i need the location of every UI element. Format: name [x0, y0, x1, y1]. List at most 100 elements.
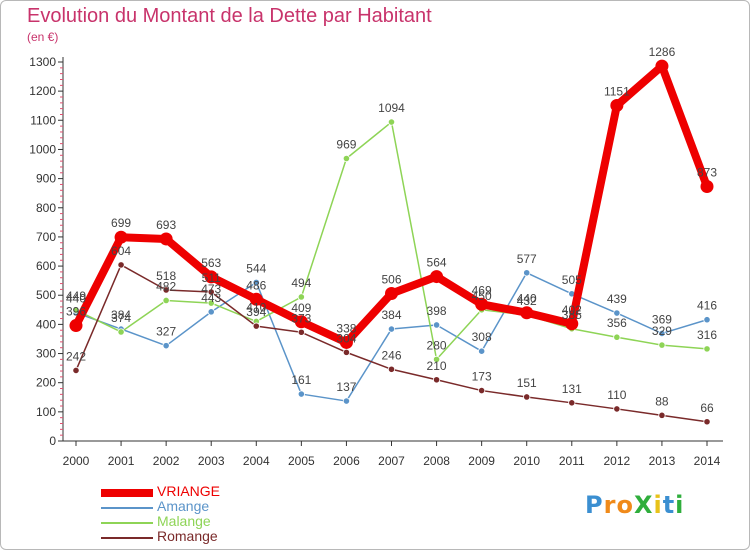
- y-tick-label: 400: [36, 317, 56, 331]
- data-point-malange: [207, 299, 215, 307]
- data-label-romange: 173: [472, 370, 492, 384]
- legend-swatch-romange: [101, 537, 153, 539]
- data-label-romange: 131: [562, 382, 582, 396]
- data-point-malange: [162, 296, 170, 305]
- data-label-vriange: 1286: [649, 45, 676, 59]
- data-label-malange: 450: [472, 289, 492, 303]
- data-label-amange: 369: [652, 312, 672, 326]
- chart-title: Evolution du Montant de la Dette par Hab…: [27, 5, 432, 27]
- data-label-malange: 374: [111, 311, 131, 325]
- logo-letter: i: [653, 491, 663, 519]
- data-point-romange: [207, 288, 215, 296]
- x-tick-label: 2008: [423, 454, 450, 468]
- data-point-vriange: [475, 297, 489, 311]
- data-label-vriange: 506: [381, 272, 401, 286]
- data-label-malange: 329: [652, 324, 672, 338]
- logo-letter: t: [662, 491, 676, 519]
- data-label-romange: 604: [111, 244, 131, 258]
- y-tick-label: 600: [36, 259, 56, 273]
- data-label-vriange: 409: [291, 301, 311, 315]
- data-point-vriange: [204, 270, 218, 284]
- x-tick-label: 2002: [153, 454, 180, 468]
- logo-letter: X: [633, 491, 654, 519]
- data-point-romange: [613, 405, 621, 413]
- data-label-romange: 210: [427, 359, 447, 373]
- data-label-amange: 384: [111, 308, 131, 322]
- legend-item-amange: Amange: [101, 499, 301, 515]
- x-tick-label: 2003: [198, 454, 225, 468]
- data-point-vriange: [339, 335, 353, 349]
- y-tick-label: 700: [36, 230, 56, 244]
- data-point-amange: [162, 342, 170, 350]
- data-label-romange: 511: [202, 271, 221, 285]
- x-tick-label: 2009: [468, 454, 495, 468]
- data-label-malange: 385: [562, 308, 582, 322]
- logo-letter: i: [675, 491, 685, 519]
- data-label-amange: 544: [246, 261, 266, 275]
- legend-item-romange: Romange: [101, 528, 301, 545]
- data-label-vriange: 1151: [604, 84, 630, 98]
- data-point-amange: [297, 390, 305, 398]
- legend-label-vriange: VRIANGE: [157, 483, 221, 499]
- data-label-amange: 577: [517, 252, 537, 266]
- data-point-vriange: [700, 179, 714, 193]
- data-point-romange: [658, 411, 666, 419]
- legend-item-malange: Malange: [101, 513, 301, 530]
- y-tick-label: 0: [49, 434, 56, 448]
- data-point-amange: [658, 329, 666, 338]
- data-point-romange: [72, 366, 80, 375]
- y-tick-label: 1200: [29, 84, 56, 98]
- data-label-amange: 416: [697, 299, 717, 313]
- data-label-vriange: 338: [336, 321, 356, 335]
- data-label-amange: 161: [291, 373, 311, 387]
- data-point-vriange: [294, 315, 308, 329]
- data-point-amange: [432, 321, 441, 329]
- x-tick-label: 2014: [694, 454, 721, 468]
- data-label-amange: 440: [66, 292, 86, 306]
- data-point-vriange: [69, 319, 83, 333]
- data-point-malange: [432, 355, 441, 363]
- data-label-amange: 439: [607, 292, 627, 306]
- data-point-romange: [162, 286, 170, 294]
- data-label-vriange: 402: [562, 303, 582, 317]
- data-point-amange: [207, 308, 215, 316]
- data-point-romange: [342, 348, 351, 356]
- data-point-malange: [387, 118, 396, 126]
- data-point-malange: [342, 154, 351, 163]
- y-tick-label: 1300: [29, 55, 56, 69]
- data-label-malange: 410: [246, 300, 266, 314]
- data-label-vriange: 486: [246, 278, 266, 292]
- data-label-romange: 304: [336, 331, 356, 345]
- legend-label-malange: Malange: [157, 513, 211, 529]
- data-label-amange: 137: [336, 380, 356, 394]
- y-tick-label: 300: [36, 347, 56, 361]
- x-tick-label: 2011: [559, 454, 585, 468]
- data-point-amange: [703, 316, 711, 324]
- data-point-vriange: [610, 98, 624, 112]
- data-point-vriange: [565, 317, 579, 331]
- legend-swatch-vriange: [101, 489, 153, 497]
- data-label-romange: 246: [381, 348, 401, 362]
- data-label-malange: 482: [156, 279, 176, 293]
- legend: VRIANGE Amange Malange Romange: [101, 483, 301, 545]
- data-point-vriange: [159, 232, 173, 246]
- data-point-amange: [523, 269, 531, 277]
- data-label-malange: 449: [66, 289, 86, 303]
- legend-label-romange: Romange: [157, 528, 218, 544]
- proxiti-logo: ProXiti: [585, 491, 684, 519]
- data-point-vriange: [655, 59, 669, 73]
- y-tick-label: 1000: [29, 142, 56, 156]
- data-label-romange: 518: [156, 269, 176, 283]
- data-label-malange: 473: [201, 282, 221, 296]
- data-point-romange: [117, 261, 125, 269]
- x-tick-label: 2001: [108, 454, 135, 468]
- y-tick-label: 100: [36, 405, 56, 419]
- x-tick-label: 2004: [243, 454, 270, 468]
- data-label-amange: 384: [381, 308, 401, 322]
- data-label-malange: 432: [517, 294, 537, 308]
- x-tick-label: 2010: [513, 454, 540, 468]
- data-point-romange: [252, 322, 260, 330]
- logo-letter: r: [603, 491, 617, 519]
